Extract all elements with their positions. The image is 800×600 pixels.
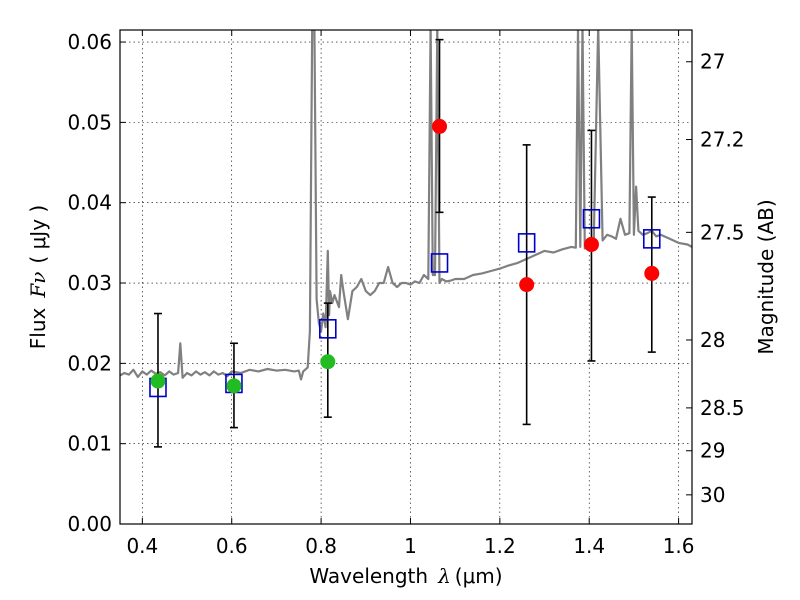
markers <box>149 118 661 398</box>
grid <box>120 30 692 525</box>
y-axis-title-text: Flux <box>26 307 50 349</box>
x-tick-label: 0.4 <box>126 534 158 558</box>
y2-axis-title: Magnitude (AB) <box>754 199 778 354</box>
x-axis-title-text: Wavelength <box>309 564 428 588</box>
model-square <box>318 319 337 339</box>
red-point <box>583 236 599 252</box>
model-square <box>430 253 449 273</box>
model-square <box>642 229 661 249</box>
red-point <box>644 265 660 281</box>
y-axis-unit: ( μJy ) <box>26 205 50 264</box>
red-point <box>519 277 535 293</box>
x-axis-unit: (μm) <box>455 564 503 588</box>
x-tick-label: 1.4 <box>573 534 605 558</box>
data-layer <box>120 30 692 381</box>
y2-tick-label: 28.5 <box>700 396 745 420</box>
x-tick-label: 0.6 <box>216 534 248 558</box>
x-tick-label: 1.2 <box>484 534 516 558</box>
red-point <box>432 118 448 134</box>
y-tick-label: 0.00 <box>67 512 112 536</box>
model-square <box>582 208 601 229</box>
y2-tick-label: 27 <box>700 50 725 74</box>
y-axis-symbol: Fν <box>26 272 50 299</box>
x-tick-label: 0.8 <box>305 534 337 558</box>
y-tick-label: 0.01 <box>67 432 112 456</box>
model-square <box>517 233 536 253</box>
y2-tick-label: 28 <box>700 328 725 352</box>
x-tick-label: 1.6 <box>663 534 695 558</box>
y-tick-label: 0.05 <box>67 110 112 134</box>
green-point <box>150 373 166 389</box>
y2-tick-label: 27.5 <box>700 220 745 244</box>
y-axis-title: Flux Fν ( μJy ) <box>26 205 50 349</box>
plot-frame <box>119 29 693 525</box>
x-axis-symbol: λ <box>437 564 451 588</box>
y-tick-label: 0.04 <box>67 191 112 215</box>
y2-tick-label: 29 <box>700 439 725 463</box>
spectrum-line <box>120 30 692 381</box>
y2-tick-label: 27.2 <box>700 128 745 152</box>
y2-tick-label: 30 <box>700 483 725 507</box>
y-tick-label: 0.02 <box>67 351 112 375</box>
x-tick-label: 1 <box>404 534 417 558</box>
green-point <box>226 378 242 394</box>
green-point <box>320 354 336 370</box>
y-tick-label: 0.03 <box>67 271 112 295</box>
y-tick-label: 0.06 <box>67 30 112 54</box>
ticks: 0.4 0.6 0.8 1 1.2 1.4 1.6 0.00 0.01 0.02 0.03 0.04 0… <box>67 30 745 558</box>
x-axis-title: Wavelength λ (μm) <box>309 564 502 588</box>
